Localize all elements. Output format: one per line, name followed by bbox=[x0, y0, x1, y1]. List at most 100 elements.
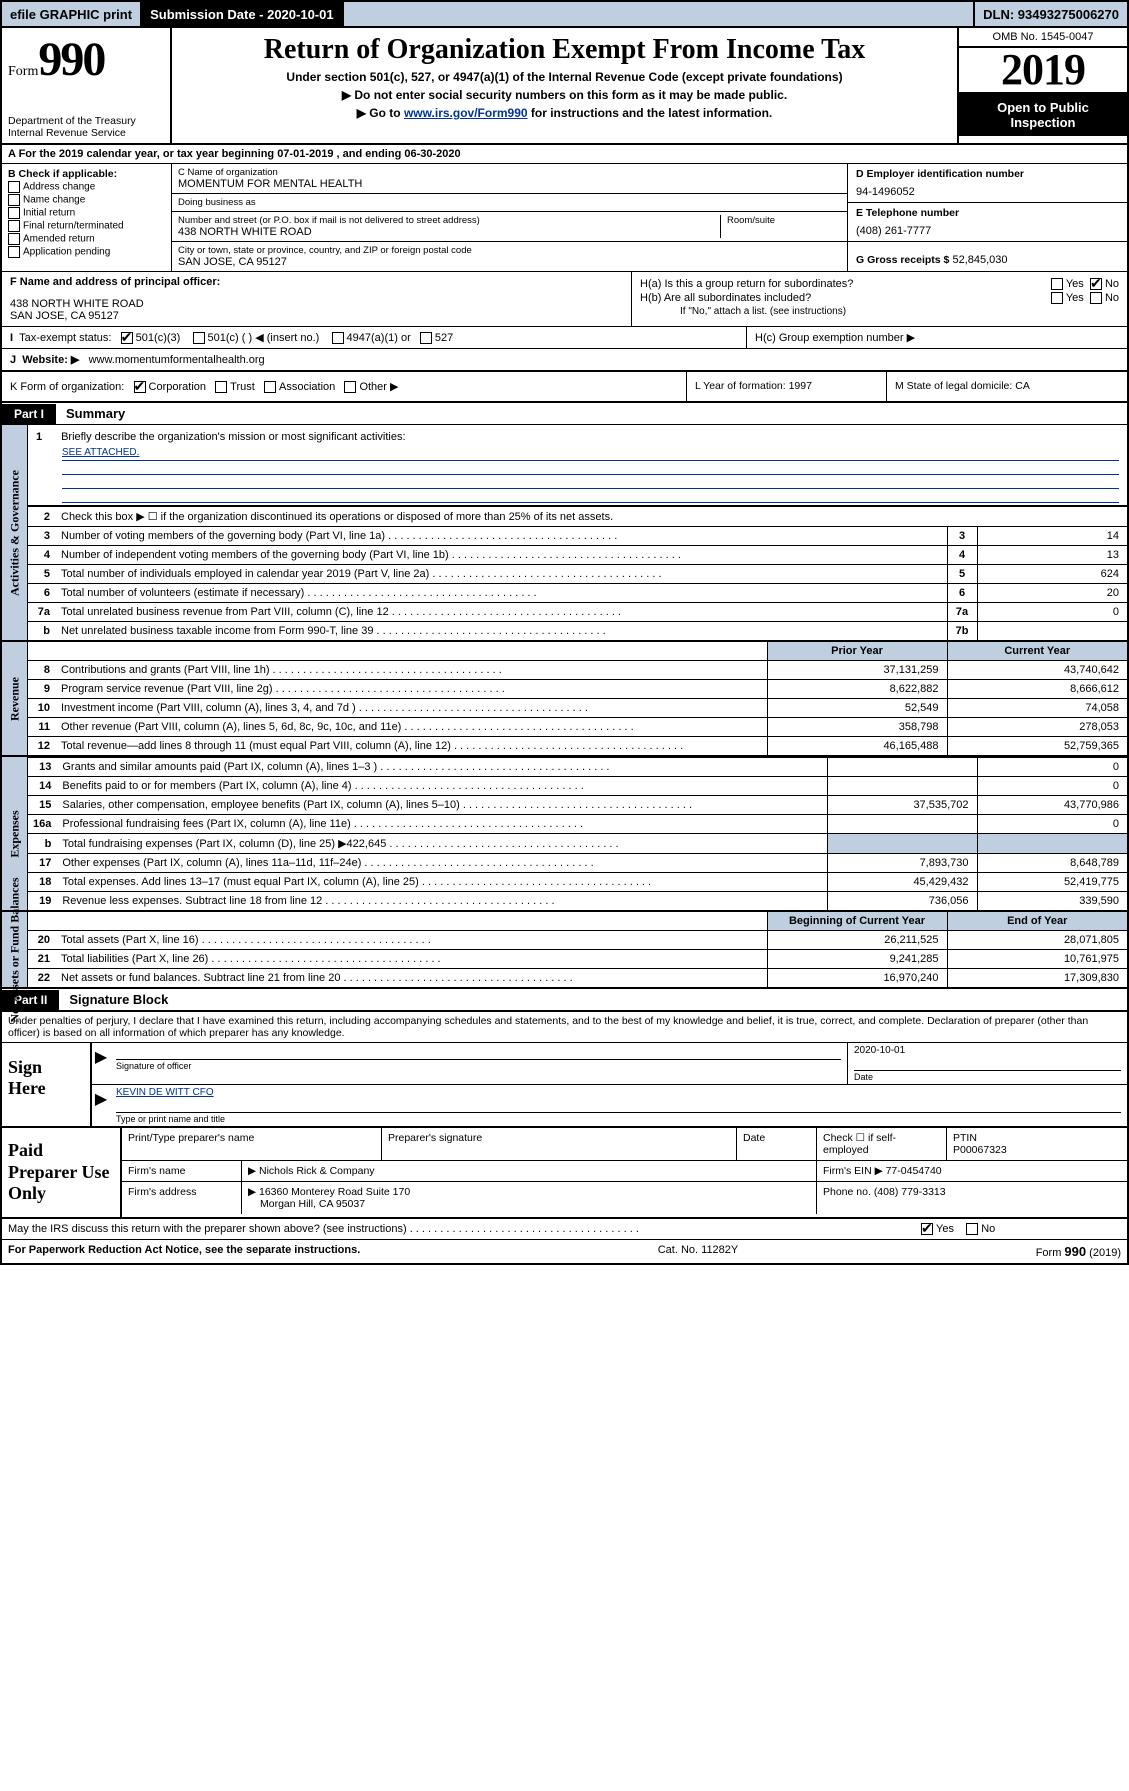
part-ii-header: Part II Signature Block bbox=[0, 989, 1129, 1011]
line-desc: Net assets or fund balances. Subtract li… bbox=[56, 969, 767, 988]
hdr-begin: Beginning of Current Year bbox=[767, 912, 947, 931]
chk-other[interactable] bbox=[344, 381, 356, 393]
line-num: 12 bbox=[28, 737, 56, 756]
discuss-question: May the IRS discuss this return with the… bbox=[8, 1223, 407, 1235]
instructions-link[interactable]: www.irs.gov/Form990 bbox=[404, 106, 528, 120]
officer-addr-1: 438 NORTH WHITE ROAD bbox=[10, 298, 623, 310]
line-1-text: Briefly describe the organization's miss… bbox=[61, 431, 405, 443]
perjury-statement: Under penalties of perjury, I declare th… bbox=[0, 1011, 1129, 1042]
line-desc: Total expenses. Add lines 13–17 (must eq… bbox=[57, 873, 827, 892]
chk-name-change[interactable] bbox=[8, 194, 20, 206]
line-desc: Total number of individuals employed in … bbox=[56, 565, 947, 584]
line-value bbox=[977, 622, 1127, 641]
arrow-icon: ▶ bbox=[92, 1043, 110, 1084]
discuss-no[interactable] bbox=[966, 1223, 978, 1235]
chk-corp[interactable] bbox=[134, 381, 146, 393]
firm-name-label: Firm's name bbox=[122, 1161, 242, 1181]
firm-ein-value: 77-0454740 bbox=[886, 1165, 942, 1177]
paid-preparer-block: Paid Preparer Use Only Print/Type prepar… bbox=[0, 1128, 1129, 1219]
sign-here-block: Sign Here ▶ Signature of officer 2020-10… bbox=[0, 1042, 1129, 1128]
subtitle-2a: ▶ Do not enter social security numbers o… bbox=[180, 88, 949, 102]
line-num: 21 bbox=[28, 950, 56, 969]
sig-date-value: 2020-10-01 bbox=[854, 1045, 905, 1056]
line-num: 16a bbox=[28, 815, 57, 834]
sign-here-label: Sign Here bbox=[2, 1043, 92, 1126]
f-h-block: F Name and address of principal officer:… bbox=[0, 272, 1129, 327]
chk-527[interactable] bbox=[420, 332, 432, 344]
officer-name-link[interactable]: KEVIN DE WITT CFO bbox=[116, 1087, 214, 1098]
hdr-prior: Prior Year bbox=[767, 642, 947, 661]
prior-value: 26,211,525 bbox=[767, 931, 947, 950]
chk-trust[interactable] bbox=[215, 381, 227, 393]
hb-no[interactable] bbox=[1090, 292, 1102, 304]
line-desc: Benefits paid to or for members (Part IX… bbox=[57, 777, 827, 796]
form-title: Return of Organization Exempt From Incom… bbox=[180, 34, 949, 66]
line-ref: 6 bbox=[947, 584, 977, 603]
gross-label: G Gross receipts $ bbox=[856, 254, 949, 266]
prior-value: 16,970,240 bbox=[767, 969, 947, 988]
efile-label[interactable]: efile GRAPHIC print bbox=[2, 2, 142, 26]
line-ref: 5 bbox=[947, 565, 977, 584]
footer-form-num: 990 bbox=[1064, 1244, 1086, 1259]
ha-yes[interactable] bbox=[1051, 278, 1063, 290]
governance-section: Activities & Governance 1 Briefly descri… bbox=[0, 425, 1129, 642]
officer-label: F Name and address of principal officer: bbox=[10, 276, 623, 288]
line-desc: Investment income (Part VIII, column (A)… bbox=[56, 699, 767, 718]
current-value: 43,770,986 bbox=[977, 796, 1127, 815]
prior-value: 46,165,488 bbox=[767, 737, 947, 756]
hb-yes[interactable] bbox=[1051, 292, 1063, 304]
line-num: 5 bbox=[28, 565, 56, 584]
line-num: 22 bbox=[28, 969, 56, 988]
line-value: 0 bbox=[977, 603, 1127, 622]
hdr-current: Current Year bbox=[947, 642, 1127, 661]
line-desc: Grants and similar amounts paid (Part IX… bbox=[57, 758, 827, 777]
line-value: 14 bbox=[977, 527, 1127, 546]
prior-value: 45,429,432 bbox=[827, 873, 977, 892]
chk-501c3[interactable] bbox=[121, 332, 133, 344]
form-990: 990 bbox=[38, 33, 104, 86]
mission-value[interactable]: SEE ATTACHED. bbox=[62, 447, 139, 458]
discuss-yes[interactable] bbox=[921, 1223, 933, 1235]
l-value: 1997 bbox=[789, 380, 812, 392]
chk-assoc[interactable] bbox=[264, 381, 276, 393]
hb-label: H(b) Are all subordinates included? bbox=[640, 292, 811, 304]
submission-date: Submission Date - 2020-10-01 bbox=[142, 2, 344, 26]
self-employed-chk[interactable]: Check ☐ if self-employed bbox=[817, 1128, 947, 1160]
line-num: 18 bbox=[28, 873, 57, 892]
chk-final-return[interactable] bbox=[8, 220, 20, 232]
m-label: M State of legal domicile: bbox=[895, 380, 1012, 392]
current-value: 17,309,830 bbox=[947, 969, 1127, 988]
chk-application-pending[interactable] bbox=[8, 246, 20, 258]
part-i-header: Part I Summary bbox=[0, 403, 1129, 425]
line-desc: Revenue less expenses. Subtract line 18 … bbox=[57, 892, 827, 911]
discuss-row: May the IRS discuss this return with the… bbox=[0, 1219, 1129, 1240]
telephone-value: (408) 261-7777 bbox=[856, 225, 1119, 237]
current-value: 10,761,975 bbox=[947, 950, 1127, 969]
ein-label: D Employer identification number bbox=[856, 168, 1119, 180]
entity-block: B Check if applicable: Address change Na… bbox=[0, 164, 1129, 272]
line-desc: Program service revenue (Part VIII, line… bbox=[56, 680, 767, 699]
tax-status-label: Tax-exempt status: bbox=[19, 332, 111, 344]
ha-no[interactable] bbox=[1090, 278, 1102, 290]
chk-initial-return[interactable] bbox=[8, 207, 20, 219]
part-ii-title: Signature Block bbox=[59, 989, 178, 1010]
line-desc: Net unrelated business taxable income fr… bbox=[56, 622, 947, 641]
line-num: 10 bbox=[28, 699, 56, 718]
sig-date-label: Date bbox=[854, 1070, 1121, 1082]
prior-value: 8,622,882 bbox=[767, 680, 947, 699]
chk-501c[interactable] bbox=[193, 332, 205, 344]
current-value: 8,648,789 bbox=[977, 854, 1127, 873]
line-num: 15 bbox=[28, 796, 57, 815]
line-num: 20 bbox=[28, 931, 56, 950]
chk-4947[interactable] bbox=[332, 332, 344, 344]
i-hc-row: I Tax-exempt status: 501(c)(3) 501(c) ( … bbox=[0, 327, 1129, 349]
telephone-label: E Telephone number bbox=[856, 207, 1119, 219]
preparer-sig-hdr: Preparer's signature bbox=[382, 1128, 737, 1160]
prior-value: 7,893,730 bbox=[827, 854, 977, 873]
footer-left: For Paperwork Reduction Act Notice, see … bbox=[8, 1244, 360, 1256]
chk-amended-return[interactable] bbox=[8, 233, 20, 245]
chk-address-change[interactable] bbox=[8, 181, 20, 193]
gross-value: 52,845,030 bbox=[952, 254, 1007, 266]
firm-addr-label: Firm's address bbox=[122, 1182, 242, 1214]
officer-name-label: Type or print name and title bbox=[116, 1112, 1121, 1124]
